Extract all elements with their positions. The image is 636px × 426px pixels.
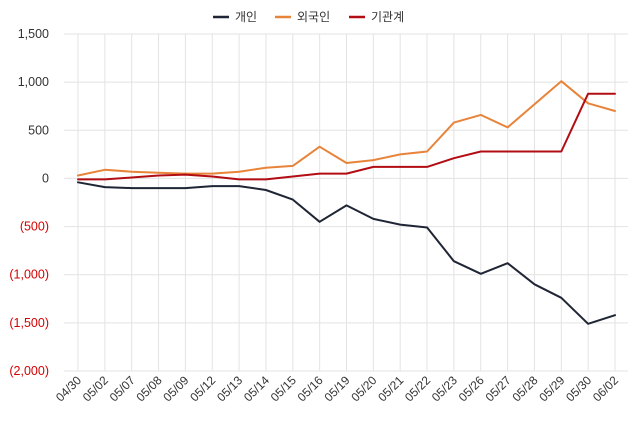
legend-label: 개인 xyxy=(235,10,257,24)
x-tick-label: 05/28 xyxy=(509,373,540,404)
x-tick-label: 05/16 xyxy=(295,373,326,404)
x-axis: 04/3005/0205/0705/0805/0905/1205/1305/14… xyxy=(53,373,621,404)
y-tick-label: (500) xyxy=(20,220,49,234)
series-line-1 xyxy=(77,80,616,177)
x-tick-label: 05/21 xyxy=(375,373,406,404)
legend: 개인 외국인 기관계 xyxy=(213,10,404,24)
y-tick-label: (1,500) xyxy=(9,316,49,330)
y-tick-label: 500 xyxy=(28,123,49,137)
x-tick-label: 05/27 xyxy=(483,373,514,404)
series-line-2 xyxy=(77,92,616,181)
legend-label: 외국인 xyxy=(297,10,330,24)
x-tick-label: 05/22 xyxy=(402,373,433,404)
series-line-0 xyxy=(77,181,616,325)
x-tick-label: 04/30 xyxy=(53,373,84,404)
x-tick-label: 05/19 xyxy=(321,373,352,404)
y-tick-label: 1,500 xyxy=(18,27,49,41)
x-tick-label: 05/15 xyxy=(268,373,299,404)
y-tick-label: (2,000) xyxy=(9,364,49,378)
y-tick-label: 0 xyxy=(42,171,49,185)
x-tick-label: 05/02 xyxy=(80,373,111,404)
x-tick-label: 05/14 xyxy=(241,373,272,404)
x-tick-label: 05/07 xyxy=(107,373,138,404)
x-tick-label: 05/30 xyxy=(563,373,594,404)
x-tick-label: 05/09 xyxy=(160,373,191,404)
y-tick-label: 1,000 xyxy=(18,75,49,89)
x-tick-label: 05/23 xyxy=(429,373,460,404)
x-tick-label: 05/08 xyxy=(134,373,165,404)
x-tick-label: 05/29 xyxy=(536,373,567,404)
x-tick-label: 06/02 xyxy=(590,373,621,404)
x-tick-label: 05/12 xyxy=(187,373,218,404)
y-axis: 1,500 1,000 500 0 (500) (1,000) (1,500) (2,000) xyxy=(9,27,49,378)
legend-label: 기관계 xyxy=(371,10,404,24)
x-tick-label: 05/13 xyxy=(214,373,245,404)
x-tick-label: 05/26 xyxy=(456,373,487,404)
y-tick-label: (1,000) xyxy=(9,268,49,282)
series-lines xyxy=(77,80,616,325)
gridlines xyxy=(64,33,628,372)
x-tick-label: 05/20 xyxy=(348,373,379,404)
